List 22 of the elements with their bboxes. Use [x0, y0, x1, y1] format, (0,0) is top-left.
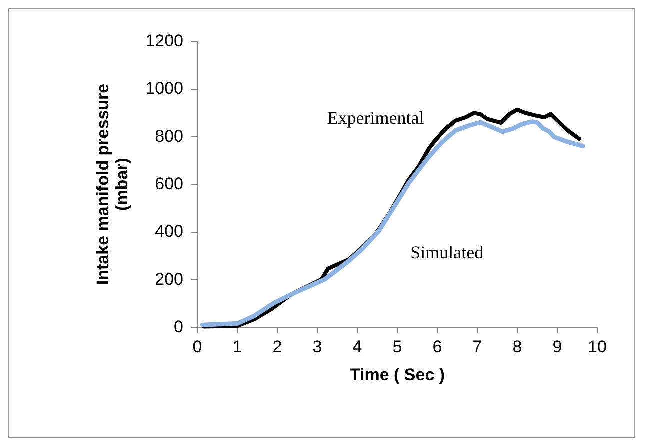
- x-tick-label: 7: [472, 338, 482, 356]
- y-tick-label: 600: [155, 174, 184, 194]
- series-label: Experimental: [327, 108, 424, 128]
- y-tick-label: 200: [155, 270, 184, 289]
- y-tick-label: 1200: [146, 32, 184, 50]
- x-tick-label: 2: [272, 338, 282, 356]
- x-tick-label: 1: [232, 338, 242, 356]
- y-axis-title: Intake manifold pressure (mbar): [94, 84, 132, 286]
- y-tick-label: 800: [155, 126, 184, 146]
- series-label: Simulated: [410, 242, 484, 263]
- x-tick-label: 8: [512, 338, 522, 356]
- y-tick-label: 400: [155, 222, 184, 242]
- x-tick-label: 3: [312, 338, 322, 356]
- x-axis-title: Time ( Sec ): [350, 366, 446, 384]
- x-tick-label: 4: [352, 338, 362, 356]
- x-tick-label: 0: [192, 338, 202, 356]
- x-tick-label: 10: [588, 338, 607, 356]
- x-tick-label: 5: [392, 338, 402, 356]
- y-tick-label: 0: [174, 318, 184, 336]
- y-tick-label: 1000: [146, 79, 184, 98]
- x-tick-label: 6: [432, 338, 442, 356]
- x-tick-label: 9: [552, 338, 562, 356]
